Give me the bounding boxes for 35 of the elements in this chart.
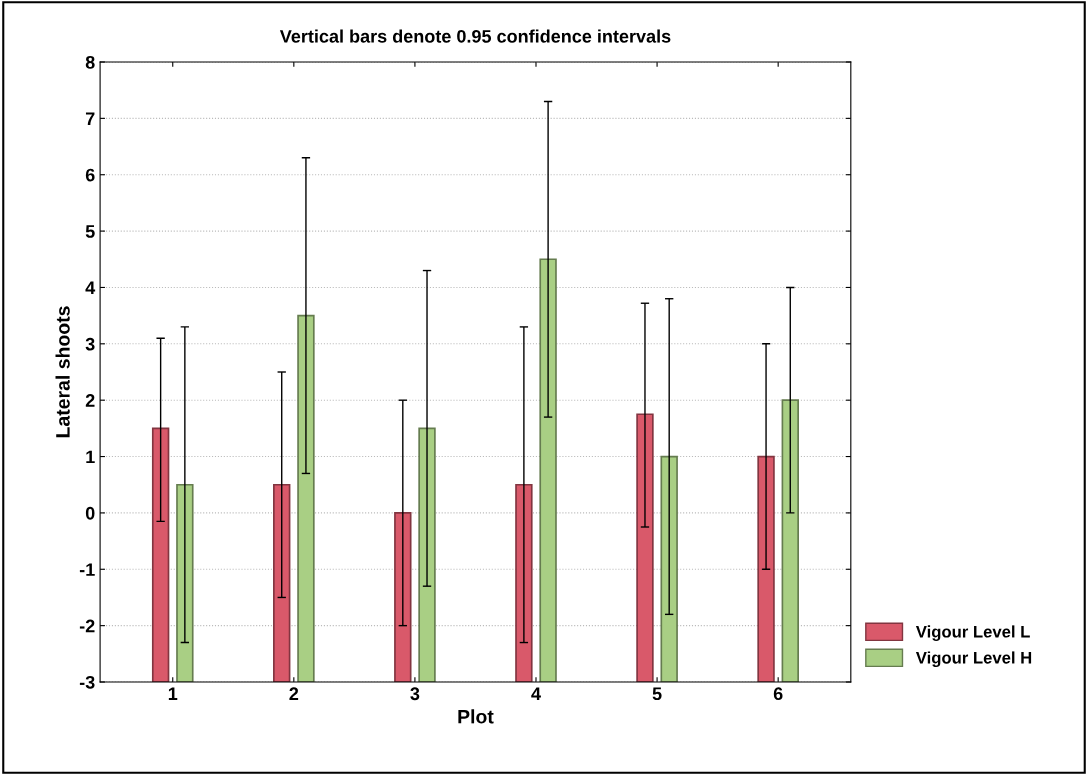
x-tick-label: 5 [652, 687, 662, 701]
bar [273, 483, 291, 682]
bar [539, 258, 557, 682]
y-tick-label: 0 [85, 506, 95, 520]
y-tick-label: -3 [79, 675, 95, 689]
chart-title: Vertical bars denote 0.95 confidence intervals [279, 29, 671, 43]
y-tick-label: 2 [85, 394, 95, 407]
bar [394, 512, 412, 682]
x-tick-label: 6 [773, 687, 783, 701]
x-axis-title: Plot [458, 709, 494, 724]
y-tick-label: 8 [85, 55, 95, 69]
bar [660, 455, 678, 682]
bar [636, 413, 654, 682]
bar [297, 314, 315, 682]
bar [757, 455, 775, 682]
legend-label: Vigour Level L [915, 625, 1030, 641]
x-tick-label: 1 [168, 687, 178, 700]
x-tick-label: 3 [410, 687, 420, 701]
y-tick-label: 5 [85, 225, 95, 238]
bar [781, 399, 799, 682]
x-tick-label: 4 [531, 687, 541, 700]
y-axis-title: Lateral shoots [55, 306, 70, 438]
y-tick-label: -2 [79, 619, 95, 633]
legend-label: Vigour Level H [915, 651, 1032, 667]
y-tick-label: 6 [85, 168, 95, 182]
y-tick-label: 3 [85, 337, 95, 351]
y-tick-label: 7 [85, 112, 95, 125]
y-tick-label: 4 [85, 281, 96, 294]
bar [176, 483, 194, 682]
y-tick-label: 1 [86, 450, 95, 464]
x-tick-label: 2 [289, 687, 299, 700]
bar [515, 483, 533, 682]
y-tick-label: -1 [79, 563, 95, 576]
bar [418, 427, 436, 682]
bar [151, 427, 170, 682]
